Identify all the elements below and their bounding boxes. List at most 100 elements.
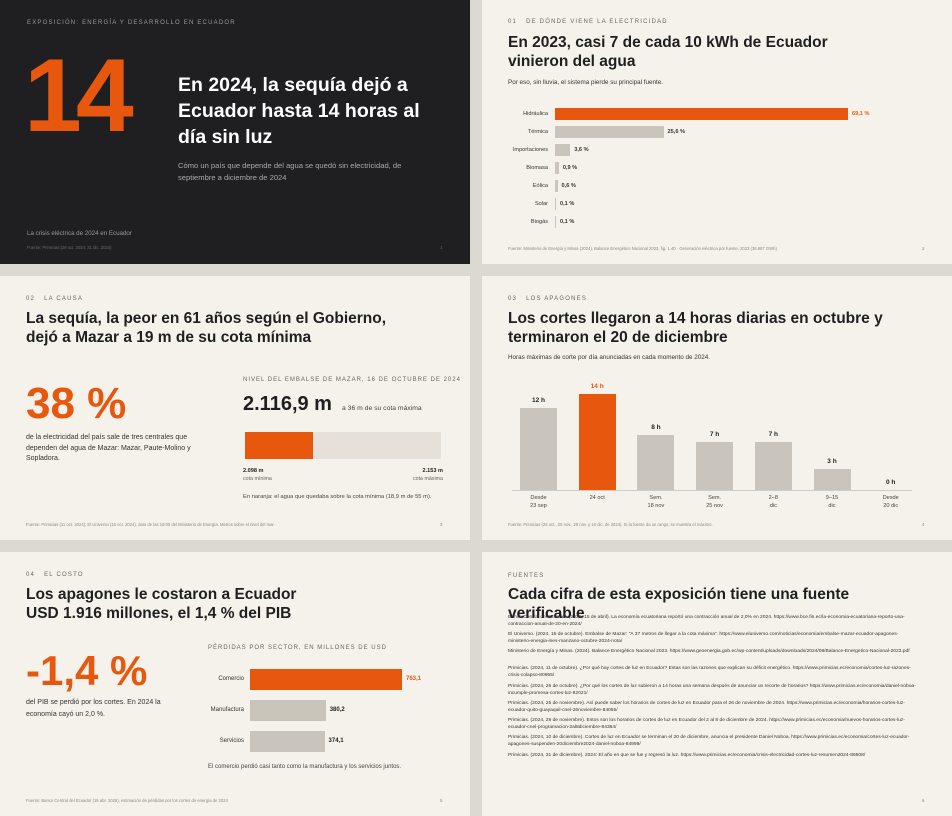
bar-value-label: 763,1: [406, 676, 422, 682]
bar: [754, 442, 792, 490]
tick-label: Desde: [882, 495, 899, 501]
bar-category-label: Eólica: [532, 183, 548, 189]
slide-subtitle: Por eso, sin lluvia, el sistema pierde s…: [508, 79, 664, 86]
tick-label: 18 nov: [647, 503, 665, 509]
slide-kicker: 04 EL COSTO: [26, 572, 84, 578]
bar: [520, 407, 557, 490]
bar-value-label: 7 h: [709, 431, 720, 438]
bar: [555, 126, 664, 138]
page-number: 6: [922, 798, 925, 803]
stat-description: del PIB se perdió por los cortes. En 202…: [26, 699, 161, 718]
bar: [555, 108, 848, 120]
bar: [250, 669, 402, 690]
bar-value-label: 25,6 %: [667, 129, 685, 135]
cover-subtitle: Cómo un país que depende del agua se que…: [178, 161, 402, 182]
slide-cover: EXPOSICIÓN: ENERGÍA Y DESARROLLO EN ECUA…: [0, 0, 470, 264]
reference-7: Primicias. (2024, 29 de noviembre). Esto…: [508, 718, 905, 730]
bar-value-label: 0,1 %: [560, 219, 575, 225]
bar-value-label: 380,2: [329, 707, 345, 713]
bar: [555, 198, 556, 210]
bar: [250, 731, 325, 752]
slide-blackouts: 03 LOS APAGONES Los cortes llegaron a 14 …: [482, 276, 952, 540]
bar: [637, 435, 675, 490]
max-level-value: 2.153 m: [422, 468, 443, 474]
bar-value-label: 7 h: [768, 431, 778, 438]
tick-label: 9–15: [825, 495, 839, 501]
source-note: Fuente: Banco Central del Ecuador (15 ab…: [26, 798, 228, 803]
slide-title: La sequía, la peor en 61 años según el G…: [26, 310, 387, 346]
tick-label: Sem.: [708, 495, 722, 501]
slide-title: Cada cifra de esta exposición tiene una …: [508, 586, 850, 622]
tick-label: 24 oct: [589, 495, 605, 501]
page-number: 4: [922, 522, 925, 527]
bar-value-label: 14 h: [590, 383, 604, 390]
page-number: 3: [440, 522, 443, 527]
tick-label: 23 sep: [530, 503, 547, 509]
cover-title: En 2024, la sequía dejó a Ecuador hasta …: [178, 74, 420, 148]
reference-1: Banco Central del Ecuador. (2025, 15 de …: [508, 615, 905, 627]
page-number: 1: [440, 245, 443, 250]
min-level-label: cota mínima: [243, 476, 272, 482]
bar: [813, 469, 851, 490]
reference-2: El Universo. (2024, 16 de octubre). Emba…: [508, 632, 899, 644]
bar: [555, 180, 558, 192]
slide-kicker: 01 DE DÓNDE VIENE LA ELECTRICIDAD: [508, 19, 668, 25]
reservoir-track: [245, 432, 441, 459]
bar-value-label: 3,6 %: [574, 147, 589, 153]
kicker-text: DE DÓNDE VIENE LA ELECTRICIDAD: [526, 19, 668, 25]
loss-chart: Comercio 763,1 Manufactura 380,2 Servicios 37…: [0, 552, 470, 816]
reference-6: Primicias. (2024, 25 de noviembre). Así …: [508, 701, 905, 713]
cover-footer-label: La crisis eléctrica de 2024 en Ecuador: [27, 230, 132, 237]
kicker-number: 04: [26, 572, 36, 578]
bar-category-label: Térmica: [527, 129, 548, 135]
kicker-text: LOS APAGONES: [526, 296, 588, 302]
slide-kicker: FUENTES: [508, 573, 545, 579]
bar-category-label: Servicios: [219, 738, 244, 744]
slide-kicker: 02 LA CAUSA: [26, 296, 83, 302]
slide-title: Los cortes llegaron a 14 horas diarias e…: [508, 310, 883, 346]
bar-category-label: Biomasa: [526, 165, 548, 171]
reservoir-fill: [245, 432, 313, 459]
reference-8: Primicias. (2024, 10 de diciembre). Cort…: [508, 735, 910, 747]
x-axis-line: [512, 490, 912, 491]
bar-category-label: Biogás: [530, 219, 548, 225]
big-stat: 38 %: [26, 379, 127, 428]
generation-chart: Hidráulica 69,1 % Térmica 25,6 % Importacion…: [482, 0, 952, 264]
kicker-text: LA CAUSA: [44, 296, 84, 302]
max-level-label: cota máxima: [412, 476, 443, 482]
source-note: Fuente: Ministerio de Energía y Minas (2…: [508, 246, 777, 251]
level-chart-label: NIVEL DEL EMBALSE DE MAZAR, 16 DE OCTUBR…: [243, 377, 461, 383]
bar: [555, 216, 556, 228]
bar-value-label: 0,1 %: [560, 201, 575, 207]
stat-description: de la electricidad del país sale de tres…: [26, 434, 191, 462]
reference-5: Primicias. (2024, 26 de octubre). ¿Por q…: [508, 684, 916, 696]
bar-category-label: Importaciones: [512, 147, 548, 153]
bar: [555, 162, 559, 174]
source-note: Fuente: Primicias (11 oct. 2024); El Uni…: [26, 522, 275, 527]
bar-category-label: Comercio: [218, 676, 244, 682]
kicker-number: 03: [508, 296, 518, 302]
bar: [696, 442, 734, 490]
chart-note: El comercio perdió casi tanto como la ma…: [208, 764, 402, 770]
slide-cause: 02 LA CAUSA La sequía, la peor en 61 años…: [0, 276, 470, 540]
bar: [250, 700, 326, 721]
bar: [555, 144, 571, 156]
slide-cost: 04 EL COSTO Los apagones le costaron a Ec…: [0, 552, 470, 816]
bar-value-label: 0,6 %: [561, 183, 576, 189]
bar-category-label: Manufactura: [210, 707, 244, 713]
source-note: Fuente: Primicias (26 oct. 2024; 31 dic.…: [27, 245, 112, 250]
tick-label: 20 dic: [883, 503, 899, 509]
level-note: a 36 m de su cota máxima: [342, 405, 422, 412]
slide-sources: FUENTES Cada cifra de esta exposición ti…: [482, 552, 952, 816]
bar-value-label: 374,1: [328, 738, 344, 744]
tick-label: 25 nov: [706, 503, 723, 509]
tick-label: dic: [828, 503, 836, 509]
tick-label: 2–8: [768, 495, 778, 501]
min-level-value: 2.098 m: [243, 468, 264, 474]
bar-value-label: 0,9 %: [562, 165, 578, 171]
page-number: 2: [922, 246, 925, 251]
tick-label: dic: [769, 503, 777, 509]
big-stat: -1,4 %: [26, 647, 148, 694]
cover-kicker: EXPOSICIÓN: ENERGÍA Y DESARROLLO EN ECUA…: [27, 20, 236, 26]
slide-title: Los apagones le costaron a Ecuador USD 1…: [26, 586, 297, 622]
